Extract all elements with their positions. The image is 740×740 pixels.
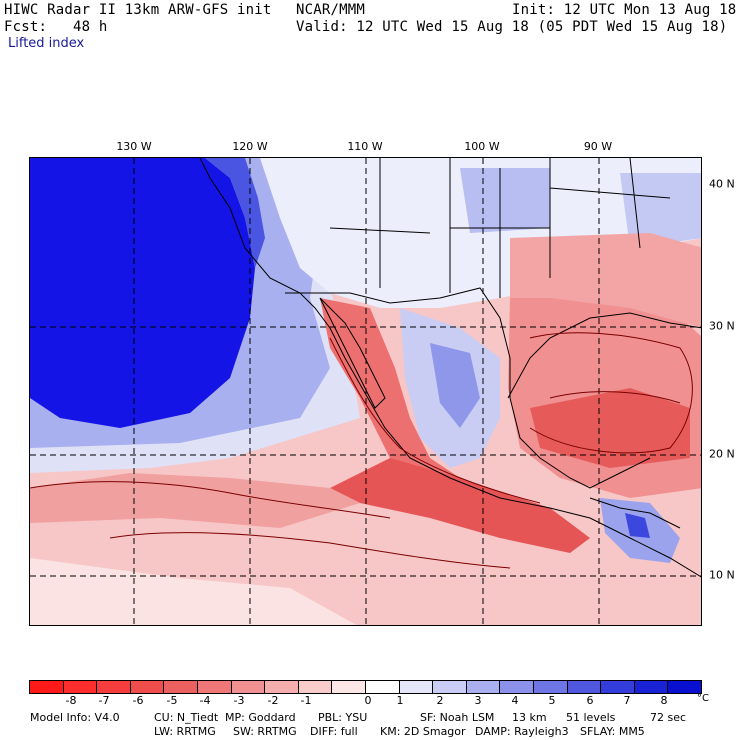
pacific-coastline: [199, 158, 701, 578]
footer-pbl: PBL: YSU: [318, 711, 368, 724]
contour-gulf-inner: [549, 391, 681, 404]
plateau-core-zone: [430, 343, 480, 428]
colorbar-cell: [398, 681, 433, 693]
colorbar-unit: °C: [697, 693, 709, 704]
model-title: HIWC Radar II 13km ARW-GFS init: [4, 2, 272, 18]
colorbar-cell: [364, 681, 399, 693]
colorbar-cell: [230, 681, 265, 693]
colorbar-cell: [264, 681, 298, 693]
footer-km: KM: 2D Smagor: [380, 725, 466, 738]
forecast-hour: Fcst: 48 h: [4, 19, 108, 35]
colorbar-tick: 3: [474, 694, 482, 707]
map-svg: [30, 158, 701, 625]
colorbar-tick: 7: [623, 694, 631, 707]
source-label: NCAR/MMM: [296, 2, 366, 18]
pale-ocean-south: [30, 558, 357, 625]
footer-shortwave: SW: RRTMG: [233, 725, 297, 738]
lon-label-100w: 100 W: [464, 140, 500, 153]
footer-microphysics: MP: Goddard: [225, 711, 296, 724]
li-contours: [30, 332, 693, 569]
footer-model-info: Model Info: V4.0: [30, 711, 120, 724]
lon-label-90w: 90 W: [583, 140, 613, 153]
colorbar-tick: -5: [166, 694, 178, 707]
colorbar-cell: [667, 681, 701, 693]
colorbar-tick: 4: [511, 694, 519, 707]
footer-diffusion: DIFF: full: [310, 725, 358, 738]
colorbar-cell: [532, 681, 567, 693]
colorbar-tick: 6: [586, 694, 594, 707]
colorbar-tick: -3: [233, 694, 245, 707]
valid-time: Valid: 12 UTC Wed 15 Aug 18 (05 PDT Wed …: [296, 19, 728, 35]
contour-gulf: [529, 332, 693, 454]
colorbar-cell: [196, 681, 231, 693]
colorbar-cell: [62, 681, 97, 693]
colorbar-cell: [566, 681, 601, 693]
colorbar-tick: 5: [548, 694, 556, 707]
colorbar-tick: 1: [396, 694, 404, 707]
colorbar-cell: [96, 681, 130, 693]
colorbar-tick: 2: [436, 694, 444, 707]
colorbar-cell: [297, 681, 332, 693]
footer-surface-layer: SFLAY: MM5: [580, 725, 645, 738]
lat-label-40n: 40 N: [709, 177, 735, 191]
lon-label-130w: 130 W: [116, 140, 152, 153]
colorbar-tick: -7: [98, 694, 110, 707]
footer-timestep: 72 sec: [650, 711, 687, 724]
colorbar-tick: -2: [267, 694, 279, 707]
lat-label-30n: 30 N: [709, 319, 735, 333]
colorbar: [29, 680, 702, 694]
southeast-us-zone: [510, 233, 701, 328]
gulf-core-zone: [530, 388, 690, 468]
colorbar-cell: [432, 681, 466, 693]
baja-california: [319, 297, 386, 409]
central-america-core: [625, 513, 650, 538]
footer-levels: 51 levels: [566, 711, 616, 724]
strong-stable-zone: [30, 158, 255, 428]
lon-label-120w: 120 W: [232, 140, 268, 153]
colorbar-cell: [163, 681, 197, 693]
colorbar-tick: -4: [199, 694, 211, 707]
political-borders: [199, 158, 701, 578]
contour-mexico-coast: [329, 337, 541, 504]
colorbar-tick: 0: [364, 694, 372, 707]
colorbar-tick: -8: [65, 694, 77, 707]
gulf-coastline: [507, 312, 701, 399]
plains-stable-patch: [460, 168, 550, 233]
west-coast-mexico-zone: [320, 298, 460, 488]
colorbar-cell: [129, 681, 164, 693]
us-mexico-border: [285, 287, 651, 489]
field-name: Lifted index: [8, 36, 85, 51]
colorbar-cell: [499, 681, 533, 693]
colorbar-cell: [30, 681, 63, 693]
lat-label-20n: 20 N: [709, 447, 735, 461]
colorbar-tick: 8: [660, 694, 668, 707]
contour-itcz-north: [30, 481, 391, 519]
footer-surface: SF: Noah LSM: [420, 711, 495, 724]
init-time: Init: 12 UTC Mon 13 Aug 18: [512, 2, 737, 18]
footer-resolution: 13 km: [512, 711, 547, 724]
south-mexico-coast-zone: [330, 458, 590, 553]
colorbar-cell: [331, 681, 365, 693]
footer-damping: DAMP: Rayleigh3: [475, 725, 569, 738]
footer-cumulus: CU: N_Tiedt: [154, 711, 219, 724]
colorbar-cell: [633, 681, 668, 693]
central-america-borders: [589, 497, 681, 529]
lon-label-110w: 110 W: [347, 140, 383, 153]
east-stable-patch: [620, 173, 701, 248]
itcz-band: [30, 473, 360, 528]
colorbar-cell: [465, 681, 500, 693]
lifted-index-map: [29, 157, 702, 626]
colorbar-tick: -1: [300, 694, 312, 707]
footer-longwave: LW: RRTMG: [154, 725, 216, 738]
colorbar-cell: [600, 681, 634, 693]
state-borders: [329, 158, 671, 298]
us-interior-zone: [260, 158, 701, 308]
lat-label-10n: 10 N: [709, 568, 735, 582]
contour-itcz-south: [109, 532, 511, 569]
colorbar-tick: -6: [132, 694, 144, 707]
